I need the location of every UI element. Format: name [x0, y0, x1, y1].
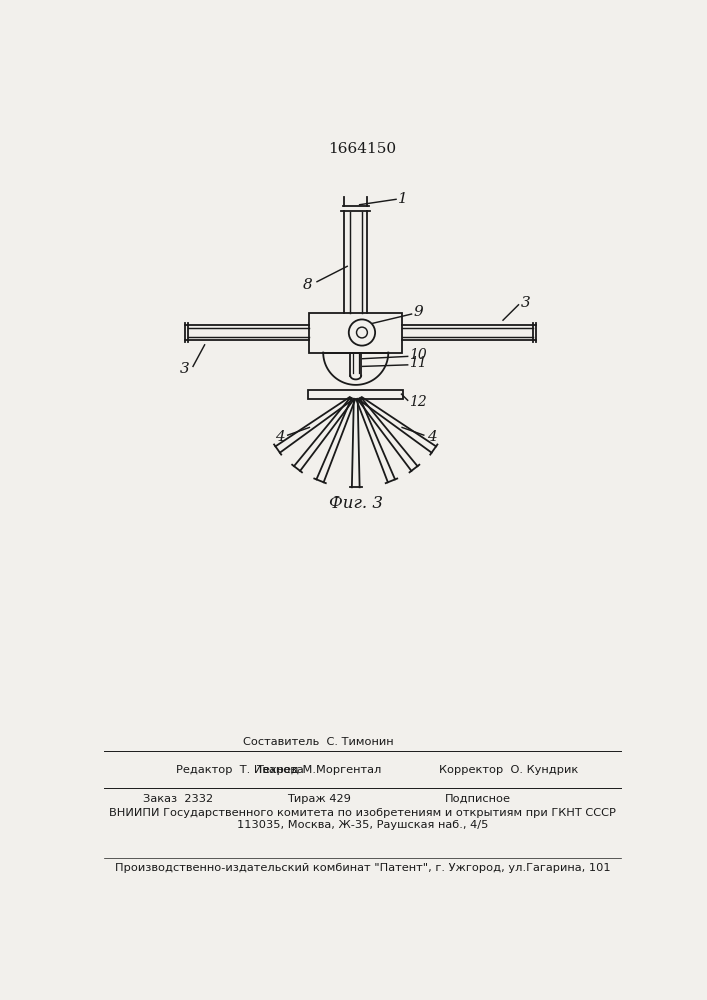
Text: 1: 1: [397, 192, 407, 206]
Text: Тираж 429: Тираж 429: [286, 794, 351, 804]
Text: Подписное: Подписное: [445, 794, 510, 804]
Text: 3: 3: [521, 296, 530, 310]
Text: 8: 8: [303, 278, 312, 292]
Text: 12: 12: [409, 395, 427, 409]
Text: 1664150: 1664150: [328, 142, 397, 156]
Text: Корректор  О. Кундрик: Корректор О. Кундрик: [439, 765, 578, 775]
Text: 3: 3: [180, 362, 190, 376]
Text: 9: 9: [413, 305, 423, 319]
Bar: [308, 389, 403, 399]
Text: Производственно-издательский комбинат "Патент", г. Ужгород, ул.Гагарина, 101: Производственно-издательский комбинат "П…: [115, 863, 610, 873]
Text: ВНИИПИ Государственного комитета по изобретениям и открытиям при ГКНТ СССР: ВНИИПИ Государственного комитета по изоб…: [109, 808, 616, 818]
Text: 4: 4: [275, 430, 285, 444]
Text: Заказ  2332: Заказ 2332: [144, 794, 214, 804]
Text: Составитель  С. Тимонин: Составитель С. Тимонин: [243, 737, 394, 747]
Text: 4: 4: [427, 430, 437, 444]
Text: 10: 10: [409, 348, 427, 362]
Bar: [309, 312, 402, 353]
Text: Редактор  Т. Иванова: Редактор Т. Иванова: [176, 765, 304, 775]
Text: 113035, Москва, Ж-35, Раушская наб., 4/5: 113035, Москва, Ж-35, Раушская наб., 4/5: [237, 820, 488, 830]
Text: Фиг. 3: Фиг. 3: [329, 495, 382, 512]
Text: 11: 11: [409, 356, 427, 370]
Text: Техред М.Моргентал: Техред М.Моргентал: [256, 765, 381, 775]
